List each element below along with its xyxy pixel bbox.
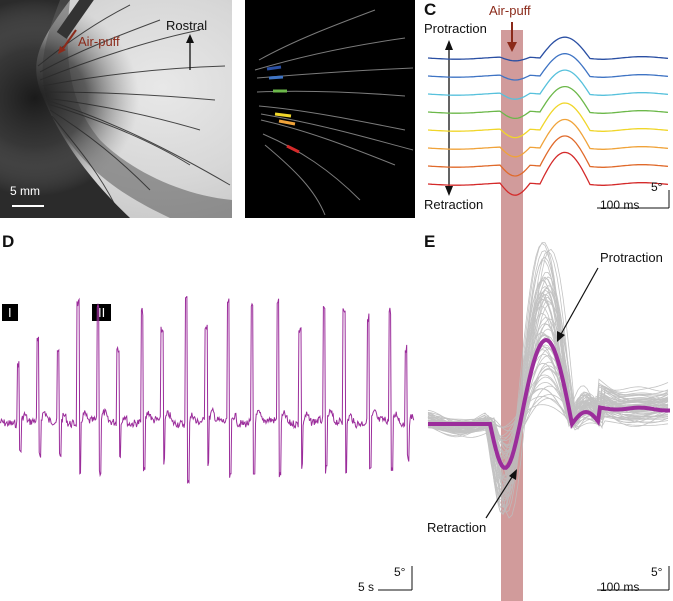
scale-deg-e: 5° (651, 565, 663, 579)
single-trial-trace (427, 293, 669, 483)
scale-time-e: 100 ms (600, 580, 640, 594)
single-trial-trace (427, 276, 669, 495)
single-trial-trace (427, 298, 669, 479)
whisker-trace (427, 85, 669, 120)
retraction-label-c: Retraction (424, 197, 484, 212)
scale-deg-c: 5° (651, 180, 663, 194)
panel-label-e: E (424, 232, 436, 251)
single-trial-trace (427, 277, 669, 500)
single-trial-trace (427, 242, 669, 515)
whisker-photo-drawing (0, 0, 232, 218)
whisker-trace (427, 102, 669, 139)
whisker-trace (427, 151, 669, 196)
whisker-photo (0, 0, 232, 218)
retraction-label-e: Retraction (427, 520, 487, 535)
single-trial-trace (427, 349, 669, 467)
tracked-whisker-photo (245, 0, 415, 218)
airpuff-label-a: Air-puff (78, 34, 120, 49)
whisker-trace (427, 53, 669, 81)
rostral-label: Rostral (166, 18, 208, 33)
single-trial-trace (427, 394, 669, 432)
protraction-label-c: Protraction (424, 21, 487, 36)
scale-time-d: 5 s (358, 580, 375, 594)
panel-label-d: D (2, 232, 15, 251)
airpuff-label-c: Air-puff (489, 3, 531, 18)
scale-time-c: 100 ms (600, 198, 640, 212)
single-trial-trace (427, 250, 669, 513)
tracked-whisker-drawing (254, 9, 414, 216)
whisker-trace (427, 118, 669, 158)
panel-label-c: C (424, 0, 437, 19)
single-trial-trace (427, 242, 669, 508)
scale-bar-label-a: 5 mm (10, 184, 40, 198)
segment-label-1: I (2, 304, 18, 321)
scale-deg-d: 5° (394, 565, 406, 579)
protraction-label-e: Protraction (600, 250, 663, 265)
single-trial-trace (427, 285, 669, 492)
whisker-trace (427, 135, 669, 177)
single-trial-trace (427, 279, 669, 497)
single-trial-trace (427, 334, 669, 478)
whisker-trace (427, 36, 669, 62)
single-trial-trace (427, 361, 669, 462)
single-trial-trace (427, 260, 669, 516)
whisker-trace (427, 69, 669, 100)
single-trial-trace (427, 256, 669, 509)
single-trial-trace (427, 279, 669, 500)
